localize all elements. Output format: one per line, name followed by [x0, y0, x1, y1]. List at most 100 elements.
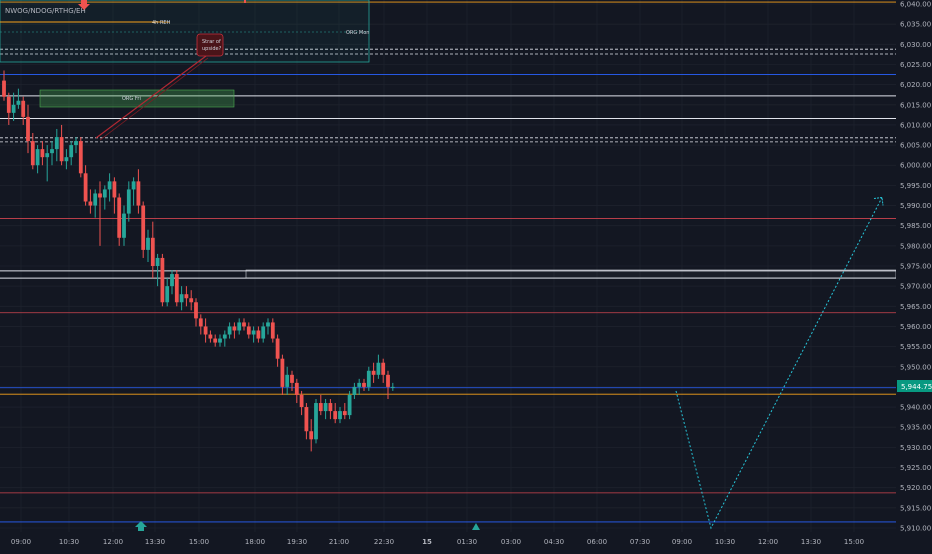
time-tick-label: 09:00	[672, 538, 692, 546]
current-price-badge	[897, 380, 932, 392]
candle-body	[54, 137, 59, 150]
candle-body	[155, 257, 160, 266]
indicator-name[interactable]: NWOG/NDOG/RTHG/EH	[5, 7, 86, 15]
candle-body	[88, 201, 93, 206]
price-tick-label: 5,920.00	[900, 484, 931, 492]
candle-body	[261, 326, 266, 339]
candle-body	[160, 257, 165, 303]
candle-body	[381, 362, 386, 375]
price-tick-label: 6,030.00	[900, 41, 931, 49]
candle-body	[83, 173, 88, 202]
candle-body	[299, 394, 304, 408]
candle-body	[256, 330, 261, 339]
arrow-down-icon	[78, 0, 90, 10]
candle-body	[6, 96, 11, 113]
candle-body	[333, 411, 338, 420]
candle-body	[314, 403, 318, 440]
price-tick-label: 5,990.00	[900, 202, 931, 210]
price-tick-label: 5,995.00	[900, 182, 931, 190]
candle-body	[266, 322, 270, 327]
candle-body	[174, 274, 179, 303]
level-layer	[0, 1, 896, 523]
price-tick-label: 5,970.00	[900, 283, 931, 291]
candle-body	[117, 197, 122, 238]
time-axis[interactable]: 09:00 10:30 12:00 13:30 15:00 18:00 19:30 21:00…	[11, 538, 864, 546]
candle-body	[122, 213, 126, 238]
time-tick-label: 12:00	[758, 538, 778, 546]
time-tick-label: 21:00	[329, 538, 349, 546]
price-tick-label: 5,925.00	[900, 464, 931, 472]
candle-body	[290, 374, 294, 383]
candle-body	[386, 374, 390, 387]
price-axis-bg	[896, 0, 932, 550]
candle-body	[112, 181, 117, 198]
candle-body	[208, 334, 213, 339]
time-tick-label: 03:00	[501, 538, 521, 546]
candle-body	[352, 386, 357, 395]
candle-body	[246, 326, 251, 335]
price-tick-label: 5,940.00	[900, 404, 931, 412]
candle-body	[309, 431, 314, 440]
candle-body	[294, 382, 299, 395]
candle-body	[362, 382, 366, 387]
time-tick-label: 04:30	[544, 538, 564, 546]
candle-body	[189, 298, 194, 303]
candle-body	[26, 116, 30, 142]
arrow-up-icon	[135, 521, 147, 531]
price-tick-label: 6,010.00	[900, 121, 931, 129]
price-tick-label: 5,910.00	[900, 524, 931, 532]
candle-body	[328, 403, 333, 412]
candle-body	[50, 149, 54, 154]
candle-body	[16, 100, 21, 105]
candle-body	[30, 141, 35, 166]
price-tick-label: 5,975.00	[900, 263, 931, 271]
candle-body	[338, 411, 342, 420]
candle-body	[126, 189, 131, 214]
candle-body	[304, 407, 309, 432]
candle-layer	[2, 70, 395, 452]
time-tick-label: 19:30	[287, 538, 307, 546]
candle-body	[64, 157, 69, 162]
triangle-up-icon	[472, 523, 480, 530]
org-mon-label: ORG Mon	[346, 30, 369, 36]
candle-body	[342, 411, 347, 416]
candle-body	[218, 338, 222, 343]
candle-body	[285, 374, 290, 387]
candle-body	[11, 104, 16, 113]
candle-body	[366, 370, 371, 387]
price-tick-label: 6,020.00	[900, 81, 931, 89]
candle-body	[357, 382, 362, 387]
candle-body	[390, 386, 395, 388]
time-tick-label: 15:00	[844, 538, 864, 546]
projection-arrowhead-icon	[873, 196, 884, 206]
callout-line2: upside?	[202, 46, 222, 52]
candle-body	[150, 237, 155, 266]
reh-label: 4h REH	[152, 20, 171, 26]
callout-pointer	[95, 55, 207, 139]
price-tick-label: 6,040.00	[900, 1, 931, 9]
time-tick-label: 22:30	[374, 538, 394, 546]
price-tick-label: 5,955.00	[900, 343, 931, 351]
price-tick-label: 5,950.00	[900, 363, 931, 371]
candle-body	[213, 338, 218, 343]
price-axis[interactable]: 6,040.00 6,035.00 6,030.00 6,025.00 6,020.00…	[900, 1, 931, 533]
price-tick-label: 6,005.00	[900, 142, 931, 150]
price-tick-label: 5,980.00	[900, 242, 931, 250]
price-tick-label: 5,965.00	[900, 303, 931, 311]
candle-body	[184, 294, 189, 299]
time-tick-label: 13:30	[801, 538, 821, 546]
candle-body	[318, 403, 323, 412]
candle-body	[242, 322, 246, 327]
org-mon-zone	[0, 0, 370, 63]
candle-body	[98, 193, 102, 198]
time-tick-label: 15:00	[189, 538, 209, 546]
callout-box[interactable]	[196, 33, 224, 57]
candle-body	[275, 338, 280, 359]
candle-body	[165, 286, 170, 303]
price-tick-label: 5,985.00	[900, 222, 931, 230]
candle-body	[69, 145, 74, 158]
candle-body	[222, 334, 227, 339]
candle-body	[371, 370, 376, 375]
